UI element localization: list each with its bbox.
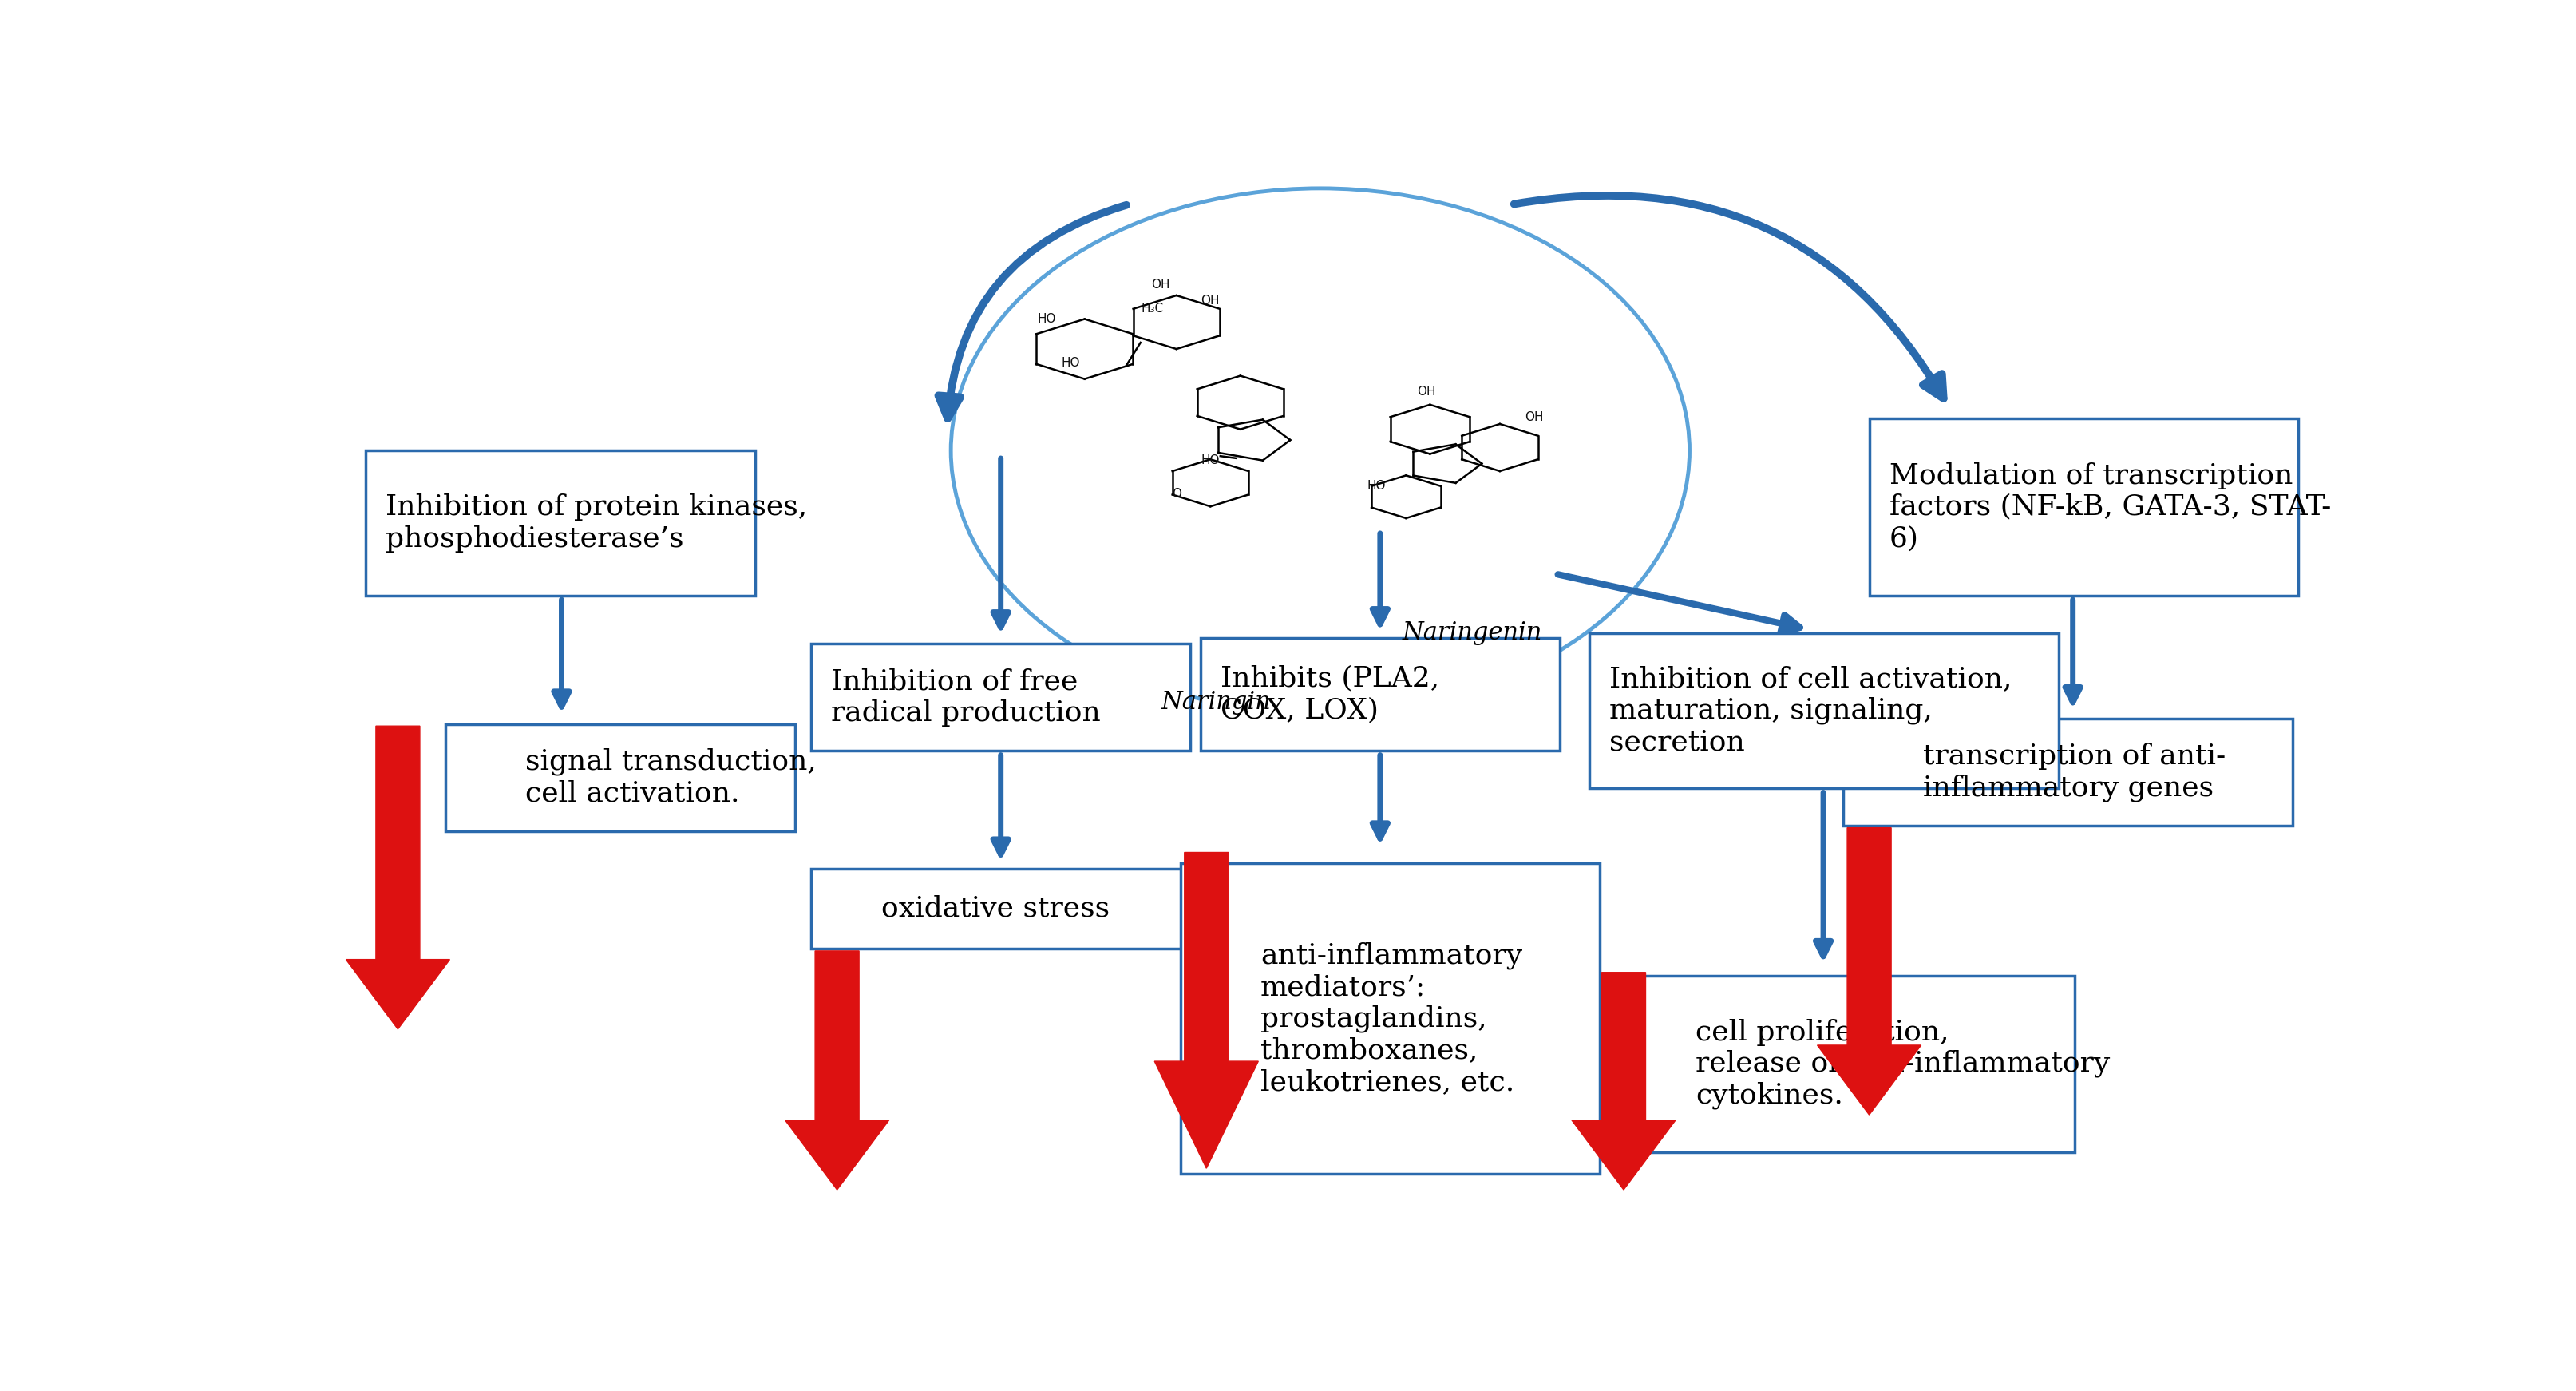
- Text: HO: HO: [1061, 357, 1079, 369]
- Text: Naringin: Naringin: [1162, 690, 1273, 715]
- Text: OH: OH: [1200, 295, 1221, 307]
- Text: Modulation of transcription
factors (NF-kB, GATA-3, STAT-
6): Modulation of transcription factors (NF-…: [1888, 462, 2331, 552]
- Text: Inhibition of free
radical production: Inhibition of free radical production: [832, 668, 1100, 726]
- Polygon shape: [1571, 972, 1674, 1189]
- FancyBboxPatch shape: [811, 868, 1200, 949]
- Text: H₃C: H₃C: [1141, 302, 1164, 314]
- Polygon shape: [1154, 853, 1257, 1168]
- Text: OH: OH: [1525, 412, 1543, 423]
- Text: HO: HO: [1038, 313, 1056, 325]
- FancyBboxPatch shape: [1589, 633, 2058, 789]
- FancyBboxPatch shape: [1200, 638, 1561, 751]
- Text: Inhibition of protein kinases,
phosphodiesterase’s: Inhibition of protein kinases, phosphodi…: [386, 494, 806, 552]
- Text: transcription of anti-
inflammatory genes: transcription of anti- inflammatory gene…: [1924, 743, 2226, 801]
- Text: Naringenin: Naringenin: [1401, 620, 1543, 645]
- Text: Inhibition of cell activation,
maturation, signaling,
secretion: Inhibition of cell activation, maturatio…: [1610, 665, 2012, 755]
- Text: O: O: [1172, 488, 1182, 499]
- FancyBboxPatch shape: [1615, 975, 2074, 1152]
- Ellipse shape: [951, 188, 1690, 714]
- FancyBboxPatch shape: [1180, 862, 1600, 1174]
- Text: OH: OH: [1417, 385, 1435, 398]
- FancyBboxPatch shape: [1844, 719, 2293, 826]
- Text: signal transduction,
cell activation.: signal transduction, cell activation.: [526, 748, 817, 807]
- FancyBboxPatch shape: [811, 644, 1190, 751]
- Text: OH: OH: [1151, 278, 1170, 291]
- Text: Inhibits (PLA2,
COX, LOX): Inhibits (PLA2, COX, LOX): [1221, 665, 1440, 723]
- Text: HO: HO: [1368, 480, 1386, 492]
- FancyBboxPatch shape: [366, 451, 755, 595]
- Text: cell proliferation,
release of anti-inflammatory
cytokines.: cell proliferation, release of anti-infl…: [1695, 1018, 2110, 1110]
- Text: anti-inflammatory
mediators’:
prostaglandins,
thromboxanes,
leukotrienes, etc.: anti-inflammatory mediators’: prostaglan…: [1260, 942, 1522, 1095]
- Text: HO: HO: [1200, 455, 1221, 466]
- Polygon shape: [786, 951, 889, 1189]
- FancyBboxPatch shape: [1870, 419, 2298, 595]
- Polygon shape: [345, 726, 451, 1029]
- Polygon shape: [1816, 828, 1922, 1114]
- FancyBboxPatch shape: [446, 723, 796, 830]
- Text: oxidative stress: oxidative stress: [881, 894, 1110, 922]
